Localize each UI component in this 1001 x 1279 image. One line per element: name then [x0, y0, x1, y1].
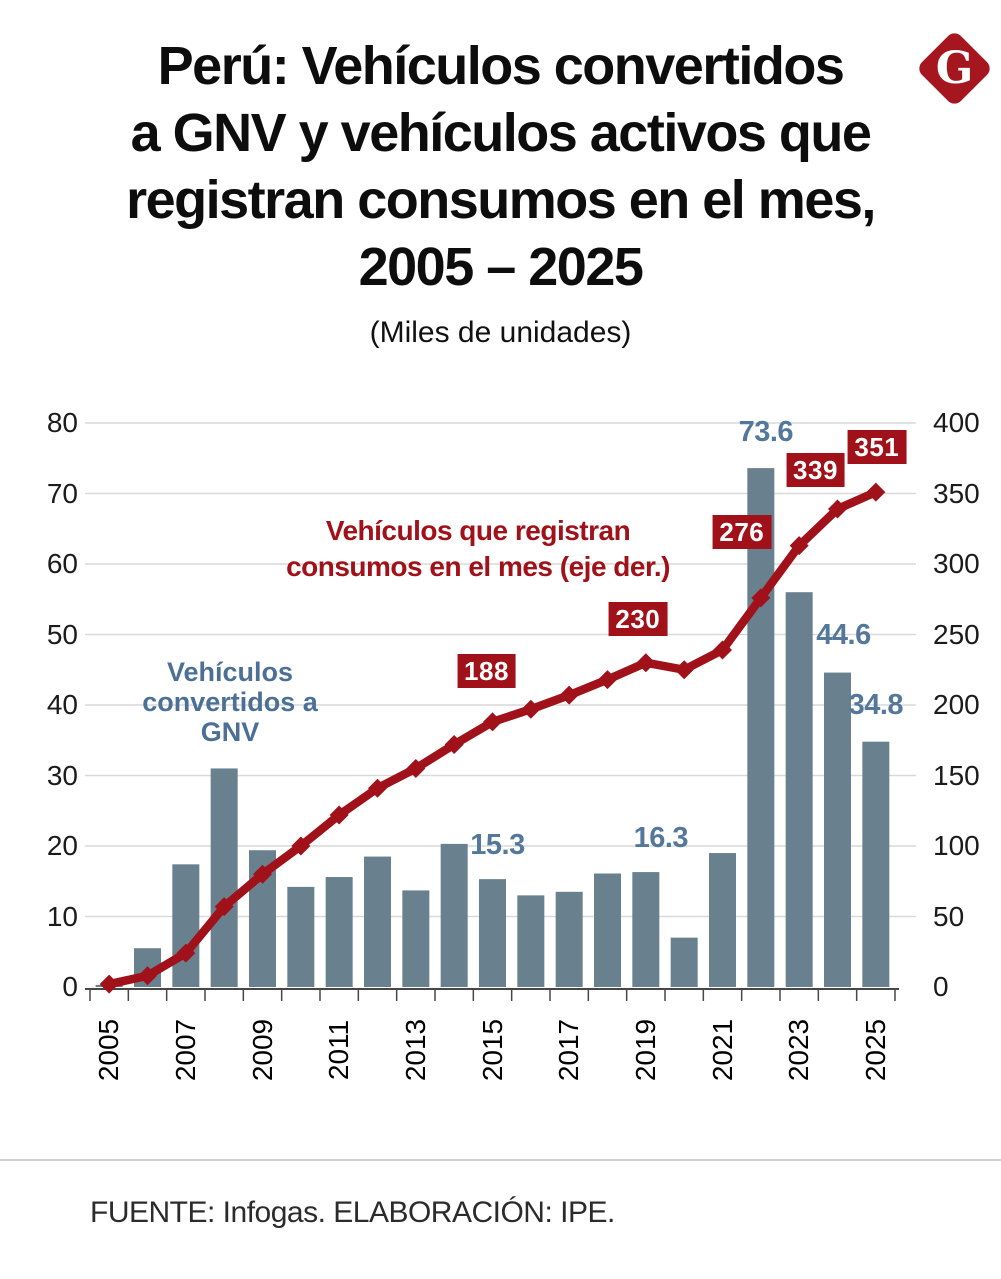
bar-value-label-2019: 16.3: [633, 822, 689, 855]
y-axis-right-tick-150: 150: [933, 759, 980, 791]
title-line-2: a GNV y vehículos activos que: [130, 103, 872, 163]
line-marker-2018: [598, 670, 617, 690]
line-marker-2024: [828, 499, 847, 519]
bar-2017: [555, 891, 583, 987]
line-marker-2012: [368, 778, 387, 798]
footer-divider: [0, 1159, 1001, 1161]
y-axis-right-tick-100: 100: [933, 830, 980, 861]
y-axis-left-tick-70: 70: [46, 477, 78, 509]
y-axis-left-tick-10: 10: [46, 900, 78, 932]
line-marker-2019: [636, 653, 656, 673]
bar-value-label-2025: 34.8: [848, 688, 904, 721]
line-marker-2011: [329, 805, 349, 825]
x-axis-year-label-2015: 2015: [476, 1018, 508, 1082]
y-axis-left-tick-40: 40: [46, 689, 78, 720]
x-axis-year-label-2019: 2019: [629, 1018, 661, 1082]
x-axis-year-label-2005: 2005: [93, 1018, 125, 1082]
bar-series-annotation-line-1: Vehículos: [166, 657, 294, 687]
y-axis-right-tick-350: 350: [933, 477, 980, 509]
bar-2018: [594, 873, 621, 987]
line-value-badge-2015: 188: [457, 653, 516, 688]
line-value-badge-2024: 339: [786, 453, 845, 487]
bar-2015: [479, 879, 506, 987]
bar-series-annotation-line-2: convertidos a: [142, 687, 318, 717]
line-marker-2020: [674, 660, 694, 680]
bar-2011: [325, 877, 353, 987]
y-axis-left-tick-20: 20: [46, 830, 78, 861]
bar-2013: [402, 890, 430, 987]
x-axis-year-label-2011: 2011: [323, 1019, 355, 1081]
x-axis-year-label-2007: 2007: [169, 1018, 201, 1082]
line-marker-2015: [483, 712, 502, 732]
bar-2020: [670, 937, 698, 987]
bar-series-annotation-line-3: GNV: [200, 717, 260, 747]
y-axis-right-tick-300: 300: [933, 548, 980, 579]
line-marker-2005: [99, 974, 119, 994]
line-marker-2008: [214, 897, 234, 917]
bar-2010: [287, 886, 315, 987]
line-marker-2006: [138, 966, 157, 986]
y-axis-left-tick-30: 30: [46, 759, 78, 791]
title-line-1: Perú: Vehículos convertidos: [157, 36, 845, 96]
y-axis-left-tick-0: 0: [62, 971, 78, 1002]
bar-2021: [709, 853, 736, 987]
y-axis-right-tick-400: 400: [933, 407, 980, 438]
bar-2007: [172, 864, 200, 987]
bar-2016: [517, 895, 545, 987]
y-axis-right-tick-50: 50: [933, 900, 965, 932]
title-line-4: 2005 – 2025: [358, 237, 644, 297]
line-series-annotation-line-1: Vehículos que registran: [325, 515, 631, 546]
x-axis-year-label-2009: 2009: [246, 1018, 278, 1082]
bar-2025: [862, 741, 890, 987]
bar-2012: [364, 856, 391, 987]
source-note: FUENTE: Infogas. ELABORACIÓN: IPE.: [90, 1196, 615, 1229]
y-axis-right-tick-0: 0: [933, 971, 949, 1002]
bar-2023: [785, 592, 813, 987]
x-axis-year-label-2013: 2013: [399, 1018, 431, 1082]
line-marker-2022: [751, 588, 771, 608]
line-marker-2013: [406, 758, 426, 778]
bar-2008: [210, 768, 238, 987]
x-axis-year-label-2023: 2023: [783, 1018, 815, 1082]
bar-2019: [632, 872, 660, 987]
x-axis-year-label-2025: 2025: [859, 1018, 891, 1082]
chart-subtitle: (Miles de unidades): [369, 316, 632, 349]
line-marker-2023: [789, 536, 809, 556]
x-axis-year-label-2021: 2021: [706, 1018, 738, 1082]
y-axis-left-tick-50: 50: [46, 618, 78, 650]
y-axis-right-tick-200: 200: [933, 689, 980, 720]
y-axis-left-tick-60: 60: [46, 548, 78, 579]
line-marker-2010: [291, 836, 311, 856]
line-marker-2017: [559, 685, 579, 705]
logo-g-glyph: G: [935, 42, 974, 94]
line-value-badge-2022: 276: [712, 514, 772, 549]
line-marker-2009: [253, 864, 272, 884]
line-value-badge-2019: 230: [608, 601, 668, 636]
x-axis-year-label-2017: 2017: [553, 1018, 585, 1082]
brand-logo-letter: G: [927, 38, 982, 98]
line-series-annotation-line-2: consumos en el mes (eje der.): [286, 551, 670, 582]
line-marker-2007: [176, 943, 196, 963]
y-axis-right-tick-250: 250: [933, 618, 980, 650]
line-marker-2014: [444, 734, 464, 754]
bar-value-label-2024: 44.6: [816, 618, 871, 651]
line-marker-2025: [866, 482, 886, 502]
bar-2022: [747, 468, 775, 987]
y-axis-left-tick-80: 80: [46, 407, 78, 438]
line-marker-2021: [713, 640, 732, 660]
bar-value-label-2015: 15.3: [470, 829, 525, 862]
line-series-annotation: Vehículos que registran consumos en el me…: [248, 513, 708, 585]
bar-2024: [824, 672, 851, 987]
chart-title: Perú: Vehículos convertidos a GNV y vehí…: [0, 33, 1001, 301]
bar-series-annotation: Vehículos convertidos a GNV: [100, 657, 360, 747]
title-line-3: registran consumos en el mes,: [126, 170, 876, 230]
bar-value-label-2022: 73.6: [738, 416, 794, 449]
bar-2014: [440, 843, 468, 987]
line-value-badge-2025: 351: [847, 430, 907, 465]
line-marker-2016: [521, 699, 541, 719]
